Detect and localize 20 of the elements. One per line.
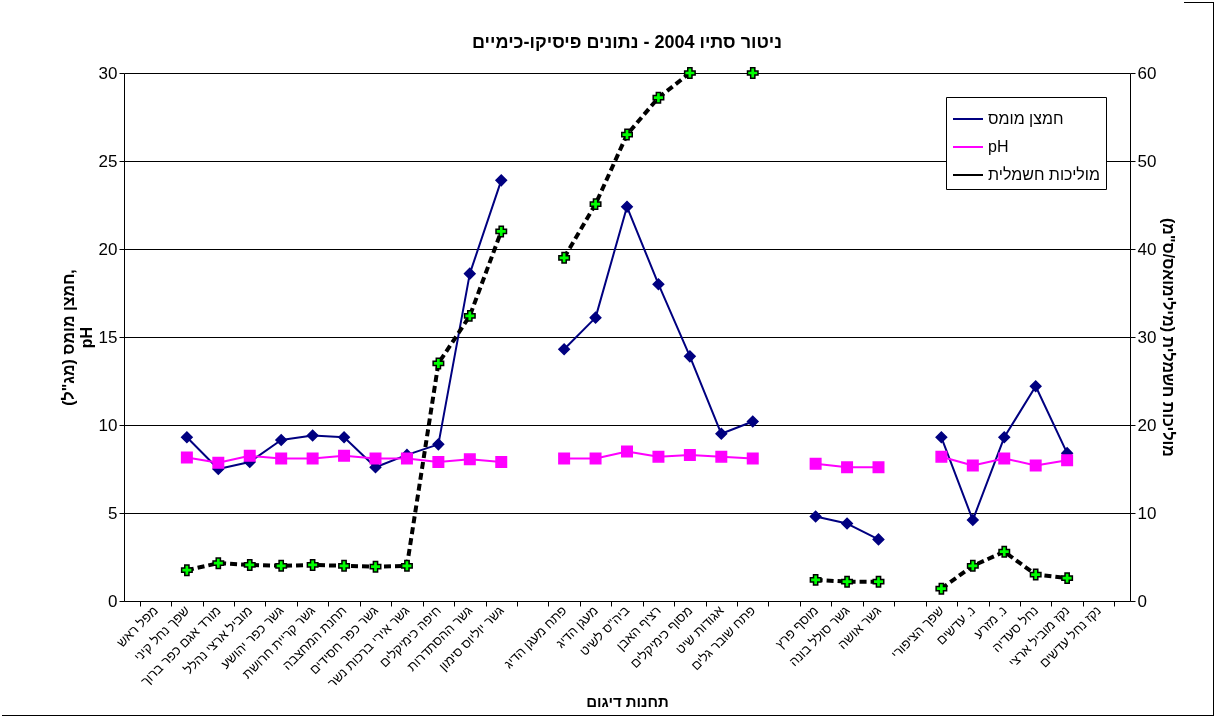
y2-tick-label: 40 — [1137, 239, 1157, 259]
y-tick-label: 30 — [98, 63, 118, 83]
y-tick-label: 5 — [108, 503, 118, 523]
y2-tick-label: 10 — [1137, 503, 1157, 523]
y-tick-label: 20 — [98, 239, 118, 259]
y2-tick-label: 60 — [1137, 63, 1157, 83]
y2-axis-title: מוליכות חשמלית (מילימואס/ס"מ) — [1160, 218, 1178, 457]
y-tick-label: 15 — [98, 327, 118, 347]
x-axis-title: תחנות דיגום — [586, 692, 669, 710]
y-tick-label: 10 — [98, 415, 118, 435]
legend-label: חמצן מומס — [988, 110, 1064, 127]
y-tick-label: 25 — [98, 151, 118, 171]
chart-title: ניטור סתיו 2004 - נתונים פיסיקו-כימיים — [471, 32, 783, 52]
y2-tick-label: 50 — [1137, 151, 1157, 171]
y-tick-label: 0 — [108, 591, 118, 611]
y2-tick-label: 0 — [1137, 591, 1147, 611]
legend-label: pH — [988, 138, 1009, 155]
legend-label: מוליכות חשמלית — [988, 166, 1100, 183]
y2-tick-label: 20 — [1137, 415, 1157, 435]
y2-tick-label: 30 — [1137, 327, 1157, 347]
